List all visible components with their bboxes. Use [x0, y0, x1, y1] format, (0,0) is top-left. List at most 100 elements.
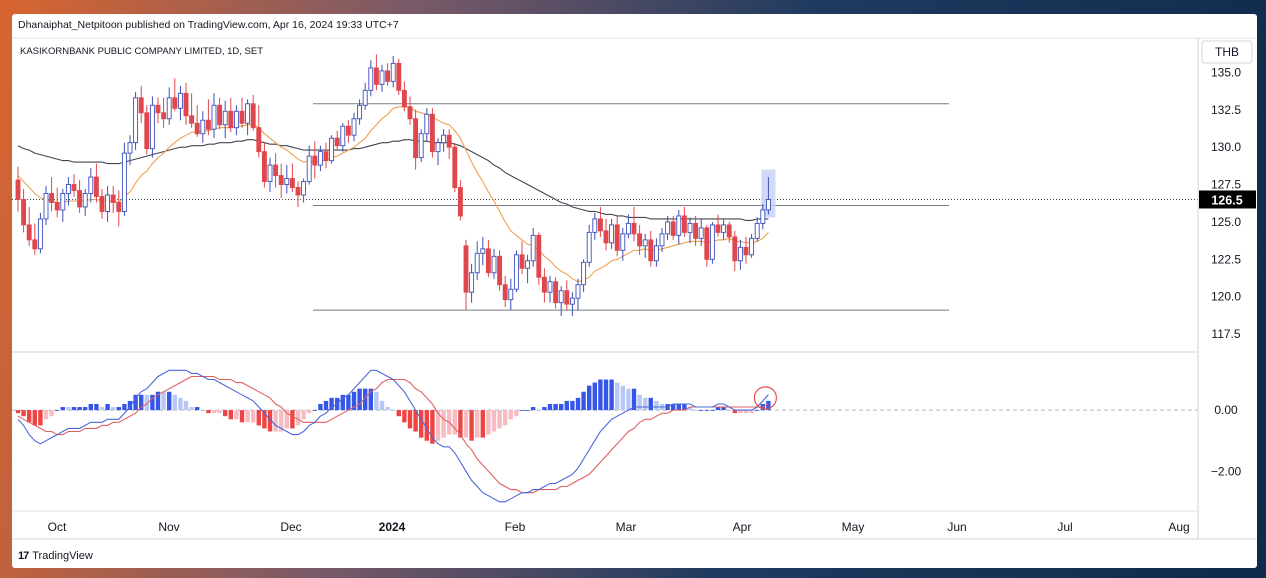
candle-body — [351, 118, 357, 136]
candle — [116, 190, 122, 227]
macd-tick-label: 0.00 — [1214, 403, 1238, 417]
histogram-bar — [699, 410, 704, 411]
histogram-bar — [715, 407, 721, 411]
histogram-bar — [340, 394, 345, 411]
candle — [760, 203, 766, 230]
histogram-bar — [189, 407, 194, 411]
candle — [194, 105, 200, 137]
candle — [60, 189, 66, 222]
candle-body — [77, 190, 83, 208]
candle-body — [334, 137, 340, 147]
histogram-bar — [542, 407, 547, 411]
histogram-bar — [21, 410, 26, 417]
candle-body — [127, 142, 133, 154]
tradingview-logo-icon: 17 — [18, 550, 29, 562]
histogram-bar — [284, 410, 289, 429]
time-tick-label: Jun — [947, 520, 966, 534]
histogram-bar — [391, 410, 396, 411]
histogram-bar — [32, 410, 37, 426]
price-tick-label: 130.0 — [1211, 140, 1241, 154]
candle-body — [177, 92, 183, 109]
candle-body — [536, 234, 542, 278]
candle — [329, 135, 335, 164]
candle — [15, 166, 21, 212]
candle — [581, 259, 587, 293]
last-price-tag — [1199, 190, 1256, 209]
candle-body — [558, 290, 564, 304]
candle — [289, 163, 295, 193]
candle — [603, 218, 609, 251]
histogram-bar — [547, 403, 553, 411]
histogram-bar — [671, 403, 676, 411]
candle — [312, 141, 318, 179]
histogram-bar — [178, 397, 183, 411]
candle-body — [508, 288, 514, 301]
histogram-bar — [150, 394, 155, 411]
histogram-bar — [491, 410, 497, 432]
candle — [26, 206, 32, 246]
histogram-bar — [77, 407, 82, 411]
candle — [133, 91, 139, 151]
candle — [284, 165, 290, 194]
candle — [704, 224, 710, 267]
histogram-bar — [480, 410, 485, 438]
histogram-bar — [687, 407, 693, 411]
candle-body — [670, 221, 676, 236]
publisher-line: Dhanaiphat_Netpitoon published on Tradin… — [18, 19, 399, 31]
candle-body — [373, 67, 379, 85]
histogram-bar — [704, 410, 709, 411]
candle — [413, 109, 419, 170]
tradingview-brand[interactable]: 17 TradingView — [18, 550, 93, 562]
candle-body — [105, 194, 111, 212]
candle-body — [396, 62, 402, 91]
price-tick-label: 120.0 — [1211, 290, 1241, 304]
candle-body — [709, 224, 715, 260]
candle-body — [429, 113, 435, 153]
histogram-bar — [570, 400, 575, 411]
histogram-bar — [144, 394, 149, 411]
candle — [435, 138, 441, 166]
candle-body — [32, 239, 38, 250]
histogram-bar — [743, 410, 749, 414]
histogram-bar — [424, 410, 429, 441]
candle — [469, 263, 475, 303]
candle-body — [737, 246, 743, 262]
candle — [261, 142, 267, 188]
candle — [172, 78, 178, 112]
candle-body — [110, 194, 116, 203]
candle — [166, 87, 172, 125]
candle — [536, 232, 542, 285]
candle — [357, 99, 363, 125]
candle-body — [368, 67, 374, 91]
candle — [385, 63, 391, 86]
histogram-bar — [155, 391, 161, 411]
candle-body — [581, 261, 587, 286]
candle-body — [760, 209, 766, 224]
candle — [77, 180, 83, 213]
candle — [110, 186, 116, 213]
candle-body — [245, 103, 251, 124]
price-tick-label: 127.5 — [1211, 178, 1241, 192]
candle-body — [323, 151, 329, 162]
candle — [88, 168, 94, 203]
histogram-bar — [682, 403, 687, 411]
histogram-bar — [654, 400, 659, 411]
candle — [676, 209, 682, 245]
candle-body — [161, 112, 167, 120]
price-tick-label: 135.0 — [1211, 65, 1241, 79]
histogram-bar — [368, 388, 373, 411]
histogram-bar — [323, 400, 329, 411]
histogram-bar — [738, 410, 743, 414]
candle — [222, 100, 228, 139]
candle — [474, 241, 480, 281]
candle — [648, 230, 654, 267]
candle-body — [49, 193, 55, 203]
histogram-bar — [643, 397, 648, 411]
histogram-bar — [732, 410, 737, 414]
candle-body — [121, 152, 127, 212]
histogram-bar — [620, 385, 625, 411]
candle — [715, 214, 721, 237]
histogram-bar — [211, 410, 217, 414]
candle — [351, 112, 357, 142]
candle — [659, 227, 665, 252]
